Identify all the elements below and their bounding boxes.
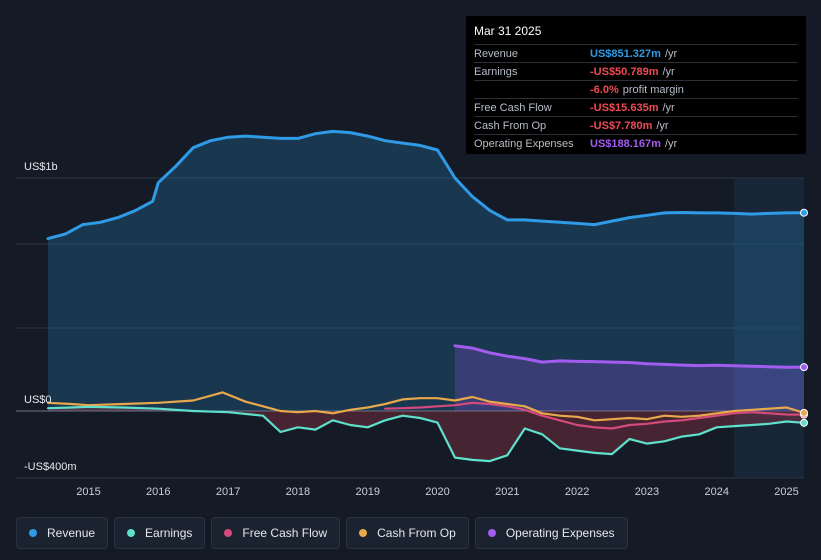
legend-dot-icon <box>127 529 136 537</box>
series-lines <box>46 129 806 463</box>
legend-dot-icon <box>359 529 368 537</box>
tooltip-unit: /yr <box>656 119 669 132</box>
tooltip-label: Operating Expenses <box>474 137 574 150</box>
line-free-cash-flow <box>384 401 806 430</box>
tooltip-unit: /yr <box>664 47 678 60</box>
tooltip-value: US$188.167m <box>590 137 661 150</box>
legend-dot-icon <box>224 529 233 537</box>
tooltip-value: -US$15.635m <box>590 101 659 114</box>
tooltip-label: Earnings <box>474 65 518 78</box>
legend-item-free-cash-flow[interactable]: Free Cash Flow <box>211 517 341 549</box>
legend-dot-icon <box>487 529 496 537</box>
tooltip-row-free-cash-flow: Free Cash Flow -US$15.635m /yr <box>474 98 798 116</box>
x-tick-label: 2025 <box>774 486 798 498</box>
y-label-top: US$1b <box>24 161 58 173</box>
end-marker-revenue <box>800 208 808 217</box>
tooltip-unit: /yr <box>664 137 678 150</box>
tooltip-row-revenue: Revenue US$851.327m /yr <box>474 44 798 62</box>
end-marker-operating-expenses <box>800 363 808 372</box>
x-tick-label: 2016 <box>146 486 170 498</box>
tooltip-label: Revenue <box>474 47 519 60</box>
legend-item-revenue[interactable]: Revenue <box>16 517 109 549</box>
x-tick-label: 2017 <box>216 486 240 498</box>
x-tick-label: 2024 <box>705 486 729 498</box>
x-tick-label: 2015 <box>76 486 100 498</box>
chart: 2015 2016 2017 2018 2019 2020 2021 2022 2023 2024… <box>16 129 808 498</box>
x-tick-label: 2019 <box>355 486 379 498</box>
tooltip-value: -US$7.780m <box>590 119 653 132</box>
tooltip-unit: profit margin <box>622 83 684 96</box>
end-markers <box>800 208 808 427</box>
line-earnings <box>46 405 806 463</box>
legend-label: Operating Expenses <box>505 526 615 540</box>
x-tick-label: 2020 <box>425 486 449 498</box>
tooltip-row-cash-from-op: Cash From Op -US$7.780m /yr <box>474 116 798 134</box>
line-revenue <box>46 129 806 241</box>
legend-dot-icon <box>29 529 37 537</box>
tooltip-value: -US$50.789m <box>590 65 659 78</box>
tooltip-row-operating-expenses: Operating Expenses US$188.167m /yr <box>474 134 798 152</box>
legend-label: Revenue <box>47 526 96 540</box>
tooltip-row-margin: -6.0% profit margin <box>474 80 798 98</box>
legend: Revenue Earnings Free Cash Flow Cash Fro… <box>16 517 628 549</box>
tooltip-date: Mar 31 2025 <box>474 24 542 38</box>
x-tick-label: 2022 <box>565 486 589 498</box>
tooltip-value: US$851.327m <box>590 47 661 60</box>
legend-item-cash-from-op[interactable]: Cash From Op <box>346 517 469 549</box>
tooltip-panel: Mar 31 2025 Revenue US$851.327m /yr Earn… <box>466 16 806 154</box>
y-label-bottom: -US$400m <box>24 461 77 473</box>
x-tick-label: 2023 <box>635 486 659 498</box>
line-cash-from-op <box>46 391 806 422</box>
tooltip-unit: /yr <box>662 101 675 114</box>
x-axis: 2015 2016 2017 2018 2019 2020 2021 2022 2023 2024… <box>76 486 799 498</box>
tooltip-value: -6.0% <box>590 83 619 96</box>
x-tick-label: 2018 <box>286 486 310 498</box>
area-revenue <box>48 131 804 411</box>
tooltip-row-earnings: Earnings -US$50.789m /yr <box>474 62 798 80</box>
x-tick-label: 2021 <box>495 486 519 498</box>
legend-label: Cash From Op <box>377 526 456 540</box>
y-label-zero: US$0 <box>24 394 52 406</box>
line-operating-expenses <box>453 344 806 369</box>
tooltip-label: Free Cash Flow <box>474 101 552 114</box>
end-marker-cash-from-op <box>800 408 808 417</box>
legend-item-operating-expenses[interactable]: Operating Expenses <box>474 517 628 549</box>
legend-item-earnings[interactable]: Earnings <box>114 517 206 549</box>
legend-label: Free Cash Flow <box>242 526 328 540</box>
legend-label: Earnings <box>145 526 193 540</box>
tooltip-label: Cash From Op <box>474 119 547 132</box>
gridlines <box>16 177 804 479</box>
tooltip-unit: /yr <box>662 65 675 78</box>
end-marker-earnings <box>800 418 808 427</box>
forecast-shade <box>734 178 804 478</box>
area-earnings-loss <box>48 406 804 462</box>
